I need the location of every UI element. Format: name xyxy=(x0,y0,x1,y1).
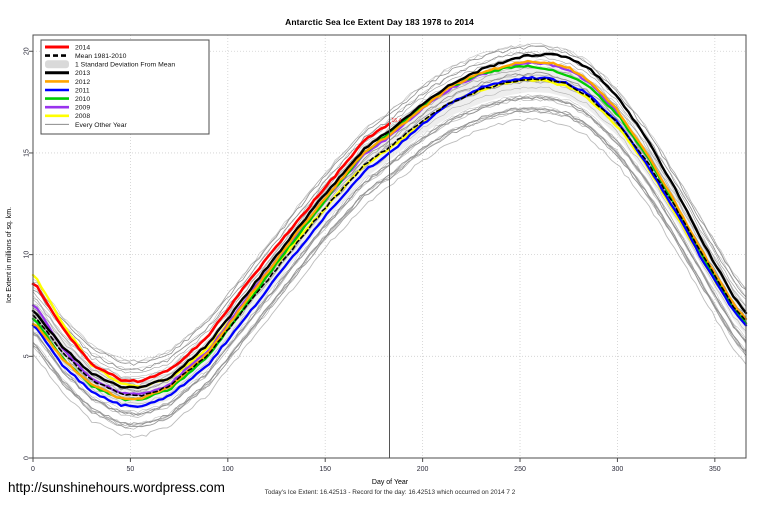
y-tick-label: 20 xyxy=(24,47,31,55)
x-tick-label: 350 xyxy=(709,466,721,473)
y-tick-label: 10 xyxy=(24,251,31,259)
legend-item-label: 2008 xyxy=(75,113,90,120)
legend-item-label: 2010 xyxy=(75,96,90,103)
y-axis: 0 5 10 15 20 xyxy=(24,47,33,460)
legend-item-label: 1 Standard Deviation From Mean xyxy=(75,62,175,69)
legend-item-label: Every Other Year xyxy=(75,122,127,129)
y-tick-label: 5 xyxy=(24,354,31,358)
series-2014 xyxy=(31,122,391,384)
legend-swatch xyxy=(45,60,69,69)
watermark-url: http://sunshinehours.wordpress.com xyxy=(8,480,225,495)
chart-legend: 2014 Mean 1981-2010 1 Standard Deviation F… xyxy=(40,39,210,135)
legend-item-label: 2012 xyxy=(75,79,90,86)
legend-box xyxy=(40,39,210,135)
y-tick-label: 15 xyxy=(24,149,31,157)
page-title: Antarctic Sea Ice Extent Day 183 1978 to… xyxy=(285,17,474,27)
legend-item-label: 2009 xyxy=(75,105,90,112)
x-tick-label: 0 xyxy=(31,466,35,473)
legend-item-label: 2011 xyxy=(75,87,90,94)
x-tick-label: 300 xyxy=(612,466,624,473)
y-axis-label: Ice Extent in millions of sq. km. xyxy=(6,207,13,303)
x-axis-label: Day of Year xyxy=(372,479,409,486)
x-axis: 0 50 100 150 200 250 300 350 xyxy=(31,458,721,473)
status-text: Today's Ice Extent: 16.42513 - Record fo… xyxy=(265,489,516,496)
current-value-label: 16.4 xyxy=(392,118,402,124)
x-tick-label: 250 xyxy=(514,466,526,473)
legend-item-label: Mean 1981-2010 xyxy=(75,53,127,60)
x-tick-label: 200 xyxy=(417,466,429,473)
x-tick-label: 50 xyxy=(127,466,135,473)
x-tick-label: 100 xyxy=(222,466,234,473)
legend-item-label: 2013 xyxy=(75,70,90,77)
plot-frame xyxy=(32,34,747,459)
legend-item-label: 2014 xyxy=(75,44,90,51)
annotation-layer: 16.4 xyxy=(389,35,402,458)
y-tick-label: 0 xyxy=(24,456,31,460)
x-tick-label: 150 xyxy=(319,466,331,473)
